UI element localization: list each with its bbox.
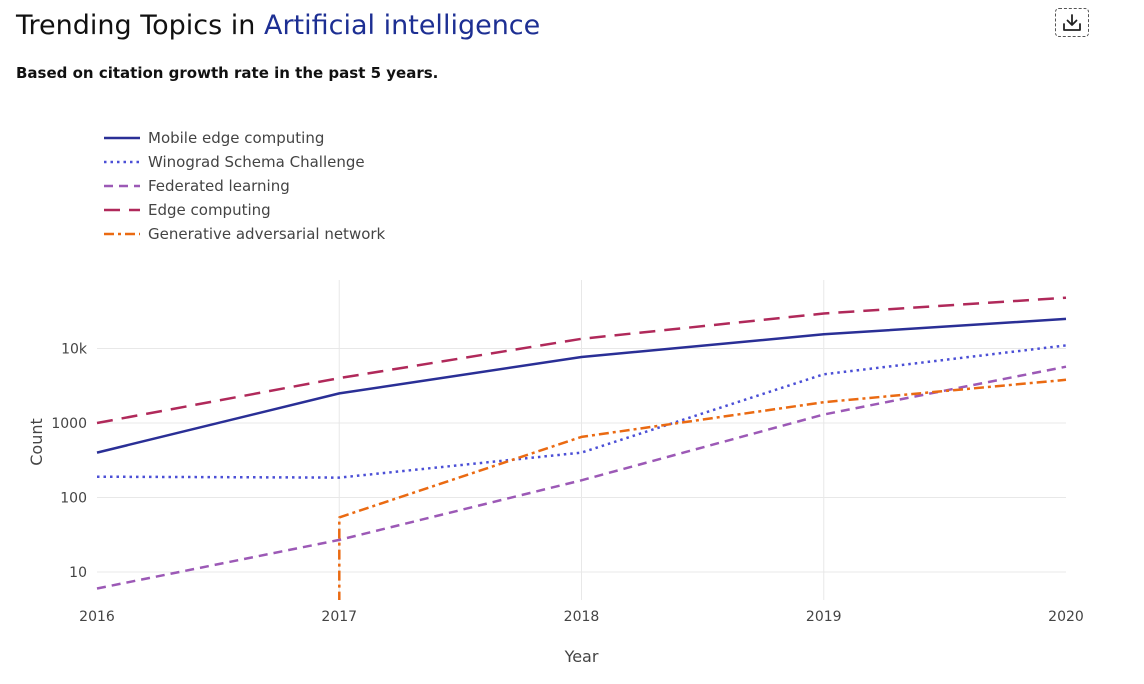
series-line-3 — [96, 365, 1067, 590]
legend-label: Edge computing — [148, 201, 271, 219]
x-tick-label: 2017 — [321, 609, 357, 625]
legend-label: Winograd Schema Challenge — [148, 153, 365, 171]
y-tick-label: 10k — [61, 342, 88, 358]
legend-label: Mobile edge computing — [148, 129, 324, 147]
download-button[interactable] — [1055, 8, 1089, 37]
watermark — [995, 652, 1140, 674]
y-tick-label: 1000 — [51, 416, 87, 432]
x-tick-label: 2019 — [806, 609, 842, 625]
series-line-5 — [338, 378, 1067, 600]
title-prefix: Trending Topics in — [16, 10, 264, 41]
title-field: Artificial intelligence — [263, 10, 541, 41]
x-tick-label: 2016 — [79, 609, 115, 625]
x-tick-label: 2020 — [1048, 609, 1084, 625]
chart-subtitle: Based on citation growth rate in the pas… — [16, 64, 439, 82]
series-line-4 — [96, 296, 1067, 425]
series-line-1 — [96, 317, 1067, 454]
y-axis-title: Count — [27, 418, 46, 466]
legend-label: Generative adversarial network — [148, 225, 386, 243]
y-tick-label: 100 — [60, 491, 87, 507]
download-icon — [1063, 13, 1081, 31]
y-tick-label: 10 — [69, 565, 87, 581]
page-title: Trending Topics in Artificial intelligen… — [16, 10, 540, 41]
legend-label: Federated learning — [148, 177, 290, 195]
x-axis-title: Year — [564, 647, 599, 666]
x-tick-label: 2018 — [564, 609, 600, 625]
